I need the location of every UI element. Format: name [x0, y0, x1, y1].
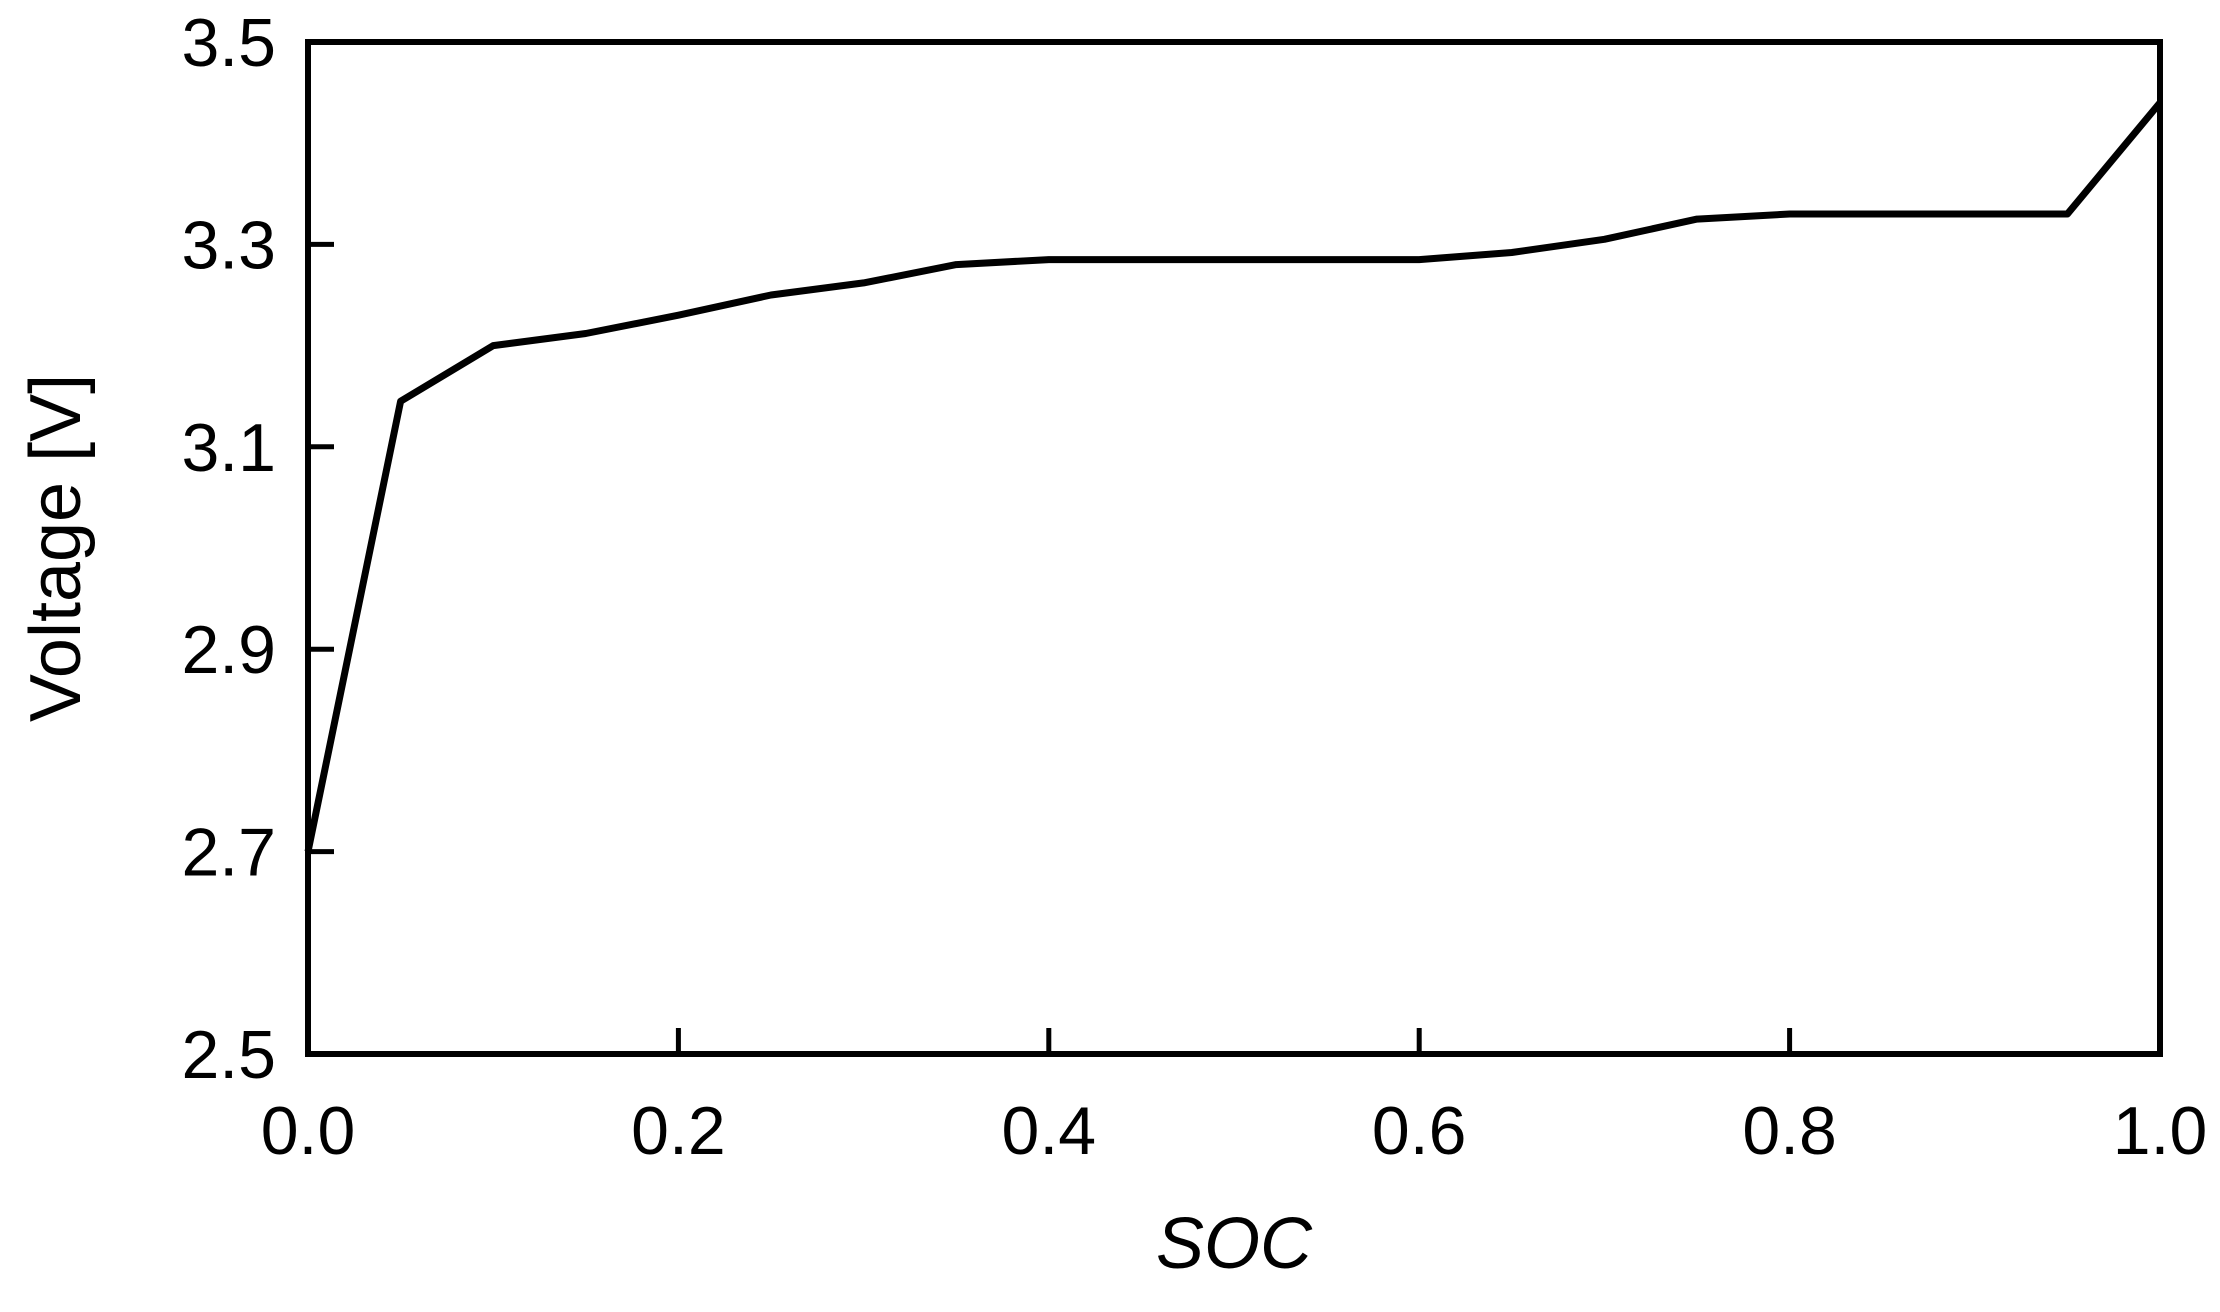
x-tick-label: 0.8 — [1742, 1093, 1837, 1169]
x-tick-label: 0.0 — [261, 1093, 356, 1169]
series-line-0 — [304, 100, 2163, 853]
x-tick-label: 0.2 — [631, 1093, 726, 1169]
x-axis-ticks: 0.0 0.2 0.4 0.6 0.8 1.0 — [261, 1028, 2208, 1169]
y-tick-label: 2.5 — [181, 1017, 276, 1093]
y-tick-label: 3.5 — [181, 5, 276, 81]
x-tick-label: 1.0 — [2113, 1093, 2208, 1169]
x-tick-label: 0.4 — [1002, 1093, 1097, 1169]
x-axis-title: SOC — [1156, 1204, 1313, 1284]
y-tick-label: 3.1 — [181, 410, 276, 486]
y-tick-label: 3.3 — [181, 207, 276, 283]
x-tick-label: 0.6 — [1372, 1093, 1467, 1169]
y-tick-label: 2.9 — [181, 612, 276, 688]
series-group — [304, 100, 2163, 853]
y-axis-ticks: 2.5 2.7 2.9 3.1 3.3 3.5 — [181, 5, 334, 1093]
plot-frame — [305, 39, 2163, 1057]
y-tick-label: 2.7 — [181, 815, 276, 891]
y-axis-title: Voltage [V] — [16, 374, 96, 722]
